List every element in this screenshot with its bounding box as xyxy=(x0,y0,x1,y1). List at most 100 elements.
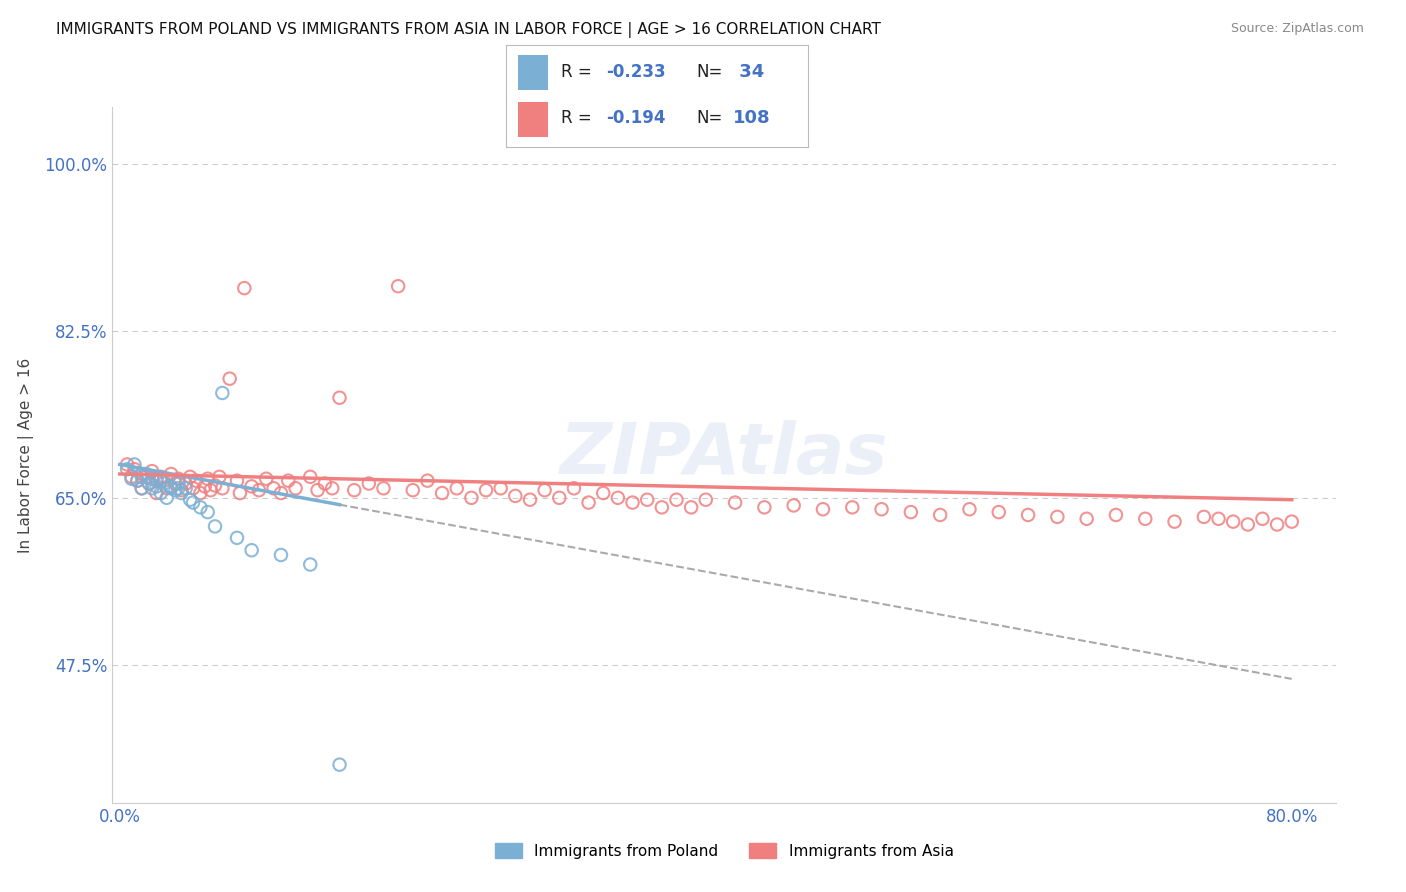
Point xyxy=(505,489,527,503)
Point xyxy=(167,481,190,495)
Point xyxy=(1105,508,1128,522)
Point xyxy=(782,499,804,513)
Point xyxy=(578,495,600,509)
Point xyxy=(179,492,201,507)
Point xyxy=(190,486,212,500)
FancyBboxPatch shape xyxy=(519,102,548,137)
Point xyxy=(131,467,153,481)
Point xyxy=(197,505,219,519)
Point xyxy=(1017,508,1039,522)
Point xyxy=(811,502,834,516)
Point xyxy=(229,486,252,500)
Text: R =: R = xyxy=(561,63,592,81)
FancyBboxPatch shape xyxy=(519,55,548,90)
Point xyxy=(724,495,747,509)
Point xyxy=(475,483,498,498)
Point xyxy=(218,372,240,386)
Point xyxy=(190,500,212,515)
Point xyxy=(592,486,614,500)
Point xyxy=(165,483,187,498)
Point xyxy=(328,757,350,772)
Point xyxy=(519,492,541,507)
Point xyxy=(402,483,425,498)
Point xyxy=(233,281,256,295)
Point xyxy=(135,467,157,481)
Point xyxy=(152,474,174,488)
Point xyxy=(328,391,350,405)
Point xyxy=(131,481,153,495)
Point xyxy=(152,476,174,491)
Point xyxy=(270,548,292,562)
Point xyxy=(204,519,226,533)
Point xyxy=(307,483,329,498)
Point xyxy=(124,462,146,476)
Point xyxy=(149,472,172,486)
Point xyxy=(204,478,226,492)
Point xyxy=(460,491,482,505)
Point xyxy=(841,500,863,515)
Point xyxy=(184,474,207,488)
Point xyxy=(145,479,167,493)
Point xyxy=(145,472,167,486)
Point xyxy=(373,481,395,495)
Point xyxy=(160,479,183,493)
Point xyxy=(343,483,366,498)
Point xyxy=(314,476,336,491)
Point xyxy=(174,481,197,495)
Point xyxy=(124,458,146,472)
Point xyxy=(138,476,160,491)
Point xyxy=(606,491,628,505)
Point xyxy=(284,481,307,495)
Point xyxy=(1265,517,1288,532)
Point xyxy=(160,481,183,495)
Point xyxy=(263,481,285,495)
Point xyxy=(226,531,249,545)
Point xyxy=(636,492,658,507)
Text: N=: N= xyxy=(696,63,723,81)
Point xyxy=(446,481,468,495)
Point xyxy=(959,502,981,516)
Legend: Immigrants from Poland, Immigrants from Asia: Immigrants from Poland, Immigrants from … xyxy=(488,837,960,864)
Point xyxy=(533,483,555,498)
Text: 34: 34 xyxy=(733,63,763,81)
Point xyxy=(174,476,197,491)
Point xyxy=(138,476,160,491)
Point xyxy=(211,386,233,401)
Point xyxy=(254,472,277,486)
Text: IMMIGRANTS FROM POLAND VS IMMIGRANTS FROM ASIA IN LABOR FORCE | AGE > 16 CORRELA: IMMIGRANTS FROM POLAND VS IMMIGRANTS FRO… xyxy=(56,22,882,38)
Point xyxy=(167,472,190,486)
Point xyxy=(651,500,673,515)
Point xyxy=(194,479,217,493)
Point xyxy=(1046,509,1069,524)
Point xyxy=(127,474,149,488)
Point xyxy=(135,470,157,484)
Point xyxy=(299,558,322,572)
Point xyxy=(1251,512,1274,526)
Text: ZIPAtlas: ZIPAtlas xyxy=(560,420,889,490)
Point xyxy=(430,486,453,500)
Point xyxy=(170,483,193,498)
Point xyxy=(167,476,190,491)
Point xyxy=(149,486,172,500)
Point xyxy=(121,470,143,484)
Point xyxy=(1208,512,1230,526)
Point xyxy=(115,458,138,472)
Point xyxy=(115,462,138,476)
Point xyxy=(621,495,644,509)
Point xyxy=(145,474,167,488)
Point xyxy=(121,472,143,486)
Point xyxy=(1135,512,1157,526)
Point xyxy=(149,470,172,484)
Point xyxy=(1222,515,1244,529)
Point xyxy=(270,486,292,500)
Y-axis label: In Labor Force | Age > 16: In Labor Force | Age > 16 xyxy=(17,358,34,552)
Point xyxy=(197,472,219,486)
Point xyxy=(1281,515,1303,529)
Point xyxy=(1192,509,1215,524)
Point xyxy=(754,500,776,515)
Point xyxy=(131,481,153,495)
Point xyxy=(145,486,167,500)
Point xyxy=(299,470,322,484)
Point xyxy=(665,492,688,507)
Point xyxy=(357,476,380,491)
